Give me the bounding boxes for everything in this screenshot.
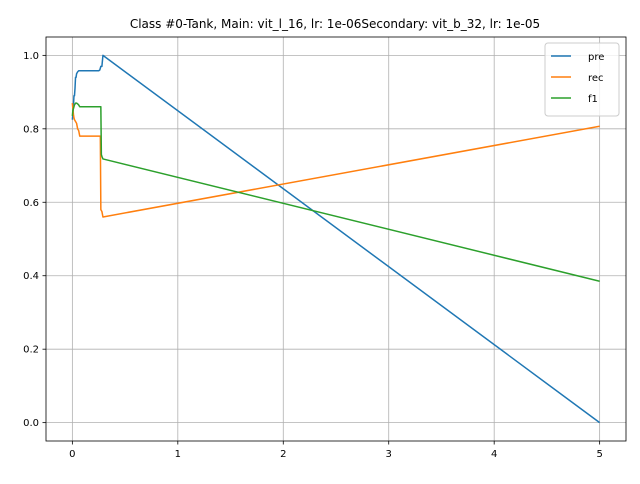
x-tick-label: 1 (175, 449, 181, 460)
x-tick-label: 3 (386, 449, 392, 460)
y-tick-label: 0.8 (23, 124, 39, 135)
legend-frame (544, 42, 620, 117)
x-tick-label: 0 (69, 449, 75, 460)
y-tick-label: 0.6 (23, 198, 39, 209)
legend-label-f1: f1 (588, 94, 598, 105)
x-tick-label: 5 (596, 449, 602, 460)
legend-label-pre: pre (588, 52, 604, 63)
y-tick-label: 0.4 (23, 271, 39, 282)
axis-ticks: 0 1 2 3 4 5 0.0 0.2 0.4 0.6 0.8 1.0 (23, 51, 603, 460)
series-line-pre (71, 54, 601, 424)
legend: pre rec f1 (544, 42, 620, 117)
y-tick-label: 0.0 (23, 418, 39, 429)
series-lines (71, 54, 601, 424)
x-tick-label: 4 (491, 449, 497, 460)
series-line-f1 (71, 102, 600, 282)
x-tick-label: 2 (280, 449, 286, 460)
series-line-rec (71, 103, 600, 218)
plot-frame (45, 36, 627, 442)
y-tick-label: 0.2 (23, 345, 39, 356)
chart-title: Class #0-Tank, Main: vit_l_16, lr: 1e-06… (130, 17, 540, 31)
y-tick-label: 1.0 (23, 51, 39, 62)
legend-label-rec: rec (588, 73, 604, 84)
